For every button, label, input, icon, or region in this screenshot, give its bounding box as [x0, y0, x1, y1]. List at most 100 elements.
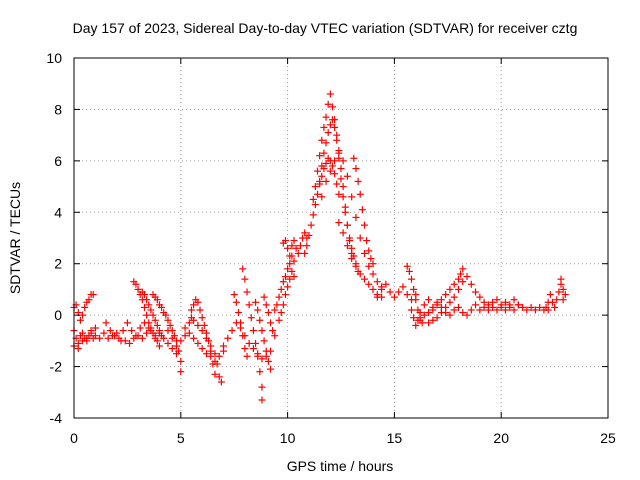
data-point — [249, 327, 257, 335]
data-point — [510, 306, 518, 314]
data-point — [454, 275, 462, 283]
data-point — [311, 183, 319, 191]
data-point — [365, 247, 373, 255]
data-point — [115, 334, 123, 342]
data-point — [151, 316, 159, 324]
data-point — [181, 324, 189, 332]
data-point — [326, 90, 334, 98]
data-point — [429, 306, 437, 314]
data-point — [352, 165, 360, 173]
data-point — [542, 303, 550, 311]
data-point — [296, 242, 304, 250]
data-point — [322, 159, 330, 167]
data-point — [454, 303, 462, 311]
data-point — [506, 301, 514, 309]
data-point — [258, 396, 266, 404]
x-tick-label: 20 — [493, 430, 509, 446]
data-point — [335, 219, 343, 227]
data-point — [164, 327, 172, 335]
y-tick-label: 2 — [54, 256, 62, 272]
data-point — [286, 275, 294, 283]
data-point — [527, 303, 535, 311]
data-point — [305, 231, 313, 239]
data-point — [254, 352, 262, 360]
data-point — [337, 165, 345, 173]
data-point — [249, 345, 257, 353]
y-tick-label: 0 — [54, 307, 62, 323]
data-point — [403, 262, 411, 270]
data-point — [245, 301, 253, 309]
data-point — [457, 270, 465, 278]
data-point — [523, 306, 531, 314]
y-tick-label: -4 — [50, 410, 63, 426]
y-tick-label: 6 — [54, 153, 62, 169]
data-point — [228, 327, 236, 335]
data-point — [194, 339, 202, 347]
data-point — [472, 301, 480, 309]
data-point — [418, 319, 426, 327]
data-point — [271, 306, 279, 314]
data-point — [561, 291, 569, 299]
data-point — [454, 285, 462, 293]
data-point — [407, 306, 415, 314]
data-point — [314, 190, 322, 198]
data-point — [501, 306, 509, 314]
data-point — [318, 172, 326, 180]
data-point — [194, 321, 202, 329]
data-point — [369, 260, 377, 268]
data-point — [286, 260, 294, 268]
data-point — [198, 327, 206, 335]
data-point — [316, 177, 324, 185]
data-point — [343, 172, 351, 180]
data-point — [164, 316, 172, 324]
data-point — [476, 306, 484, 314]
data-point — [168, 345, 176, 353]
data-point — [277, 309, 285, 317]
data-point — [239, 332, 247, 340]
x-tick-label: 5 — [177, 430, 185, 446]
data-point — [258, 383, 266, 391]
data-point — [425, 296, 433, 304]
data-point — [215, 373, 223, 381]
data-point — [416, 314, 424, 322]
data-point — [546, 291, 554, 299]
chart-title: Day 157 of 2023, Sidereal Day-to-day VTE… — [73, 20, 578, 36]
x-axis-label: GPS time / hours — [287, 458, 394, 474]
data-point — [273, 301, 281, 309]
data-point — [450, 293, 458, 301]
data-point — [358, 206, 366, 214]
data-point — [557, 275, 565, 283]
data-point — [279, 301, 287, 309]
data-point — [437, 309, 445, 317]
data-point — [256, 316, 264, 324]
data-point — [149, 311, 157, 319]
y-tick-labels: -4 -2 0 2 4 6 8 10 — [46, 50, 62, 426]
data-point — [531, 306, 539, 314]
data-point — [356, 190, 364, 198]
data-point — [356, 270, 364, 278]
data-point — [260, 293, 268, 301]
data-point — [433, 301, 441, 309]
data-point — [356, 234, 364, 242]
data-point — [126, 339, 134, 347]
data-point — [420, 311, 428, 319]
data-point — [136, 324, 144, 332]
data-point — [467, 280, 475, 288]
data-point — [365, 280, 373, 288]
data-point — [147, 306, 155, 314]
data-point — [292, 244, 300, 252]
data-point — [215, 352, 223, 360]
data-point — [243, 352, 251, 360]
data-point — [256, 368, 264, 376]
data-point — [267, 319, 275, 327]
data-point — [446, 285, 454, 293]
data-point — [425, 319, 433, 327]
data-point — [324, 100, 332, 108]
data-point — [373, 278, 381, 286]
data-point — [245, 339, 253, 347]
data-point — [463, 311, 471, 319]
data-point — [309, 211, 317, 219]
data-point — [260, 337, 268, 345]
data-point — [390, 293, 398, 301]
data-point — [140, 291, 148, 299]
